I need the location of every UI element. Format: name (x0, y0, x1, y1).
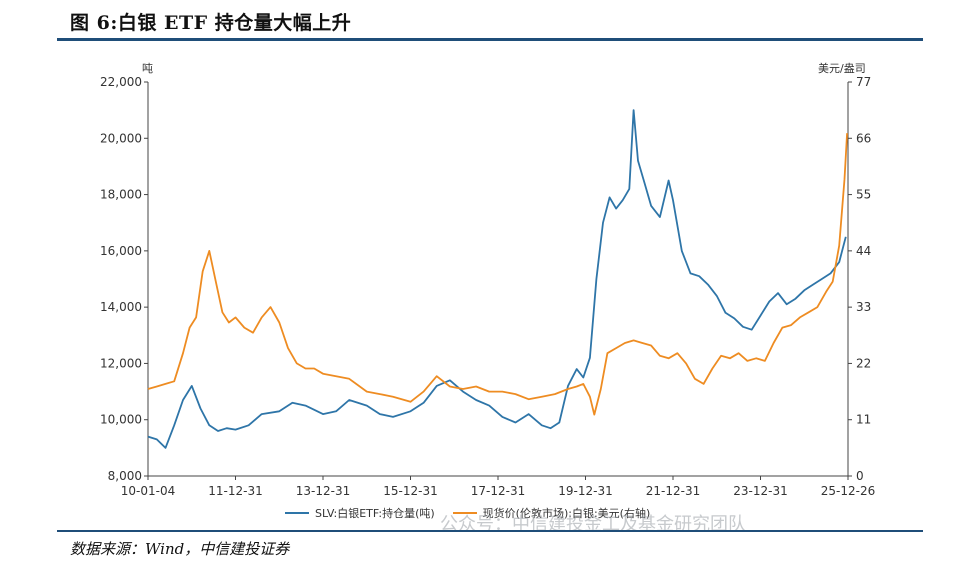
left-tick-label: 18,000 (100, 188, 142, 202)
legend-item-silver-price: 现货价(伦敦市场):白银:美元(右轴) (452, 505, 651, 521)
x-tick-label: 13-12-31 (296, 484, 350, 498)
right-axis-unit: 美元/盎司 (818, 62, 866, 75)
x-tick-label: 21-12-31 (646, 484, 700, 498)
left-tick-label: 20,000 (100, 131, 142, 145)
right-tick-label: 55 (856, 188, 871, 202)
right-tick-label: 77 (856, 75, 871, 89)
watermark: 公众号：中信建投金工及基金研究团队 (440, 514, 746, 535)
right-tick-label: 22 (856, 356, 871, 370)
left-tick-label: 16,000 (100, 244, 142, 258)
legend-swatch-silver-price (452, 512, 477, 514)
legend: SLV:白银ETF:持仓量(吨) 现货价(伦敦市场):白银:美元(右轴) (285, 505, 650, 521)
right-tick-label: 0 (856, 469, 864, 483)
legend-label-slv: SLV:白银ETF:持仓量(吨) (315, 507, 435, 520)
left-axis-unit: 吨 (142, 62, 153, 75)
series-line-slv-holdings (147, 109, 847, 449)
title-rule (57, 38, 923, 41)
right-tick-label: 33 (856, 300, 871, 314)
source-rule (57, 530, 923, 532)
x-tick-label: 17-12-31 (471, 484, 525, 498)
left-tick-label: 22,000 (100, 75, 142, 89)
left-tick-label: 8,000 (108, 469, 142, 483)
right-tick-label: 11 (856, 413, 871, 427)
source-note: 数据来源：Wind，中信建投证券 (70, 540, 290, 558)
right-tick-label: 66 (856, 131, 871, 145)
x-tick-label: 15-12-31 (383, 484, 437, 498)
x-tick-label: 19-12-31 (558, 484, 612, 498)
left-tick-label: 14,000 (100, 300, 142, 314)
x-tick-label: 23-12-31 (733, 484, 787, 498)
series-line-silver-price (147, 133, 848, 416)
legend-item-slv: SLV:白银ETF:持仓量(吨) (285, 505, 435, 521)
x-tick-label: 11-12-31 (208, 484, 262, 498)
right-tick-label: 44 (856, 244, 871, 258)
legend-label-silver-price: 现货价(伦敦市场):白银:美元(右轴) (482, 507, 651, 520)
left-tick-label: 12,000 (100, 356, 142, 370)
chart-title: 图 6:白银 ETF 持仓量大幅上升 (70, 12, 352, 34)
x-tick-label: 10-01-04 (121, 484, 175, 498)
legend-swatch-slv (285, 512, 309, 514)
left-tick-label: 10,000 (100, 413, 142, 427)
x-tick-label: 25-12-26 (821, 484, 875, 498)
